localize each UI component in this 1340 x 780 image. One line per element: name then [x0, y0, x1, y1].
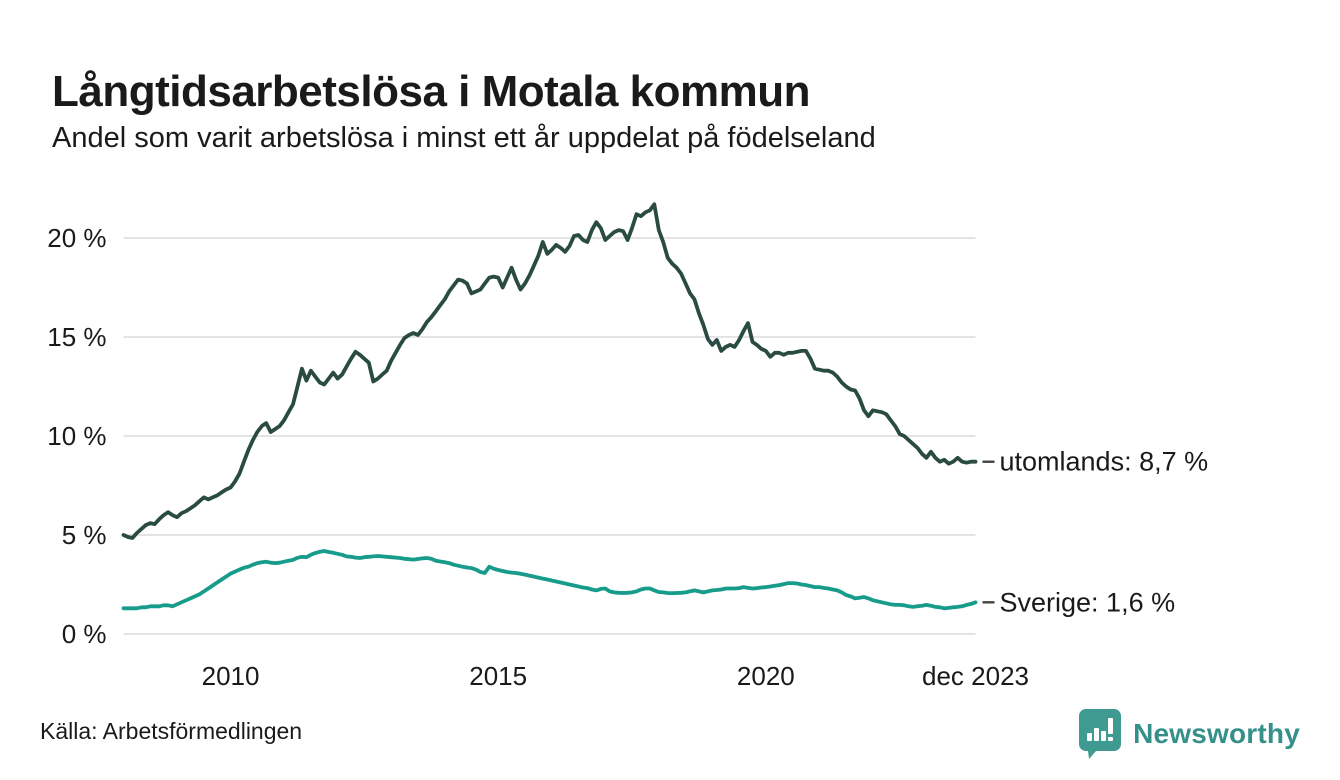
x-axis-tick-label: 2020 — [737, 661, 795, 691]
y-axis-tick-label: 15 % — [47, 322, 106, 352]
brand-text: Newsworthy — [1133, 718, 1300, 749]
x-axis-tick-label: 2015 — [469, 661, 527, 691]
series-line-Sverige — [121, 549, 978, 611]
line-chart: 0 % 5 % 10 % 15 % 20 % 2010 2015 2020 dec 2023 ut… — [47, 202, 1209, 691]
series-line-utomlands — [121, 202, 978, 540]
newsworthy-bubble-chart-icon — [1079, 709, 1122, 759]
y-axis-tick-label: 5 % — [62, 520, 107, 550]
newsworthy-logo: Newsworthy — [1077, 706, 1300, 762]
x-axis-tick-label: 2010 — [202, 661, 260, 691]
series-end-label-utomlands: utomlands: 8,7 % — [1000, 447, 1209, 477]
y-axis-tick-label: 0 % — [62, 619, 107, 649]
page-title: Långtidsarbetslösa i Motala kommun — [52, 67, 811, 117]
series-end-label-Sverige: Sverige: 1,6 % — [1000, 587, 1176, 617]
page-subtitle: Andel som varit arbetslösa i minst ett å… — [52, 122, 876, 154]
y-axis-tick-label: 10 % — [47, 421, 106, 451]
y-axis-tick-label: 20 % — [47, 223, 106, 253]
source-text: Källa: Arbetsförmedlingen — [40, 718, 303, 744]
x-axis-tick-label: dec 2023 — [922, 661, 1029, 691]
